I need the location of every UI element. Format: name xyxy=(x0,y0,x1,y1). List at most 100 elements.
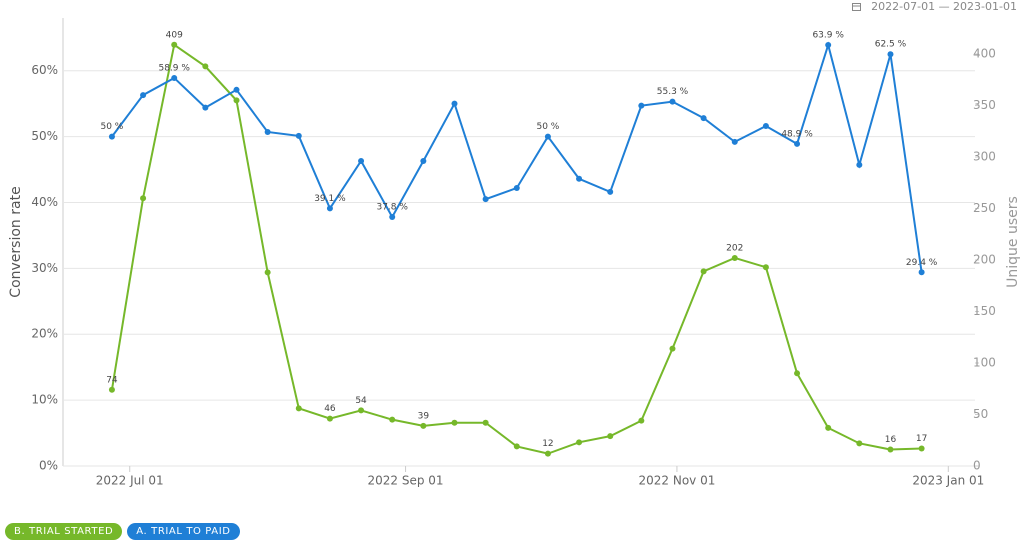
y2-tick-label: 400 xyxy=(973,47,996,61)
data-point xyxy=(576,439,583,446)
data-point xyxy=(451,419,458,426)
data-point xyxy=(358,407,365,414)
value-label: 39.1 % xyxy=(314,194,346,204)
data-point xyxy=(607,433,614,440)
y-tick-label: 30% xyxy=(31,261,58,275)
data-point xyxy=(794,140,801,147)
data-point xyxy=(171,41,178,48)
x-tick-label: 2022 Sep 01 xyxy=(368,474,444,488)
data-point xyxy=(576,175,583,182)
data-point xyxy=(825,42,832,49)
y-tick-label: 20% xyxy=(31,327,58,341)
series-line xyxy=(111,41,923,273)
y-tick-label: 0% xyxy=(39,459,58,473)
data-point xyxy=(856,440,863,447)
data-point xyxy=(887,446,894,453)
value-label: 12 xyxy=(542,439,553,449)
value-label: 55.3 % xyxy=(657,87,689,97)
data-point xyxy=(544,450,551,457)
x-tick-label: 2023 Jan 01 xyxy=(912,474,984,488)
data-point xyxy=(420,157,427,164)
data-point xyxy=(513,184,520,191)
data-point xyxy=(918,269,925,276)
value-label: 54 xyxy=(355,396,367,406)
y2-tick-label: 350 xyxy=(973,98,996,112)
y2-tick-label: 250 xyxy=(973,201,996,215)
value-label: 409 xyxy=(166,30,183,40)
data-point xyxy=(233,86,240,93)
data-point xyxy=(295,132,302,139)
legend: B. TRIAL STARTED A. TRIAL TO PAID xyxy=(5,523,240,540)
y2-tick-label: 0 xyxy=(973,459,981,473)
data-point xyxy=(794,370,801,377)
x-tick-label: 2022 Jul 01 xyxy=(96,474,164,488)
date-range-text: 2022-07-01 — 2023-01-01 xyxy=(871,0,1017,13)
data-point xyxy=(607,188,614,195)
y-tick-label: 50% xyxy=(31,129,58,143)
value-label: 74 xyxy=(106,375,118,385)
y2-tick-label: 150 xyxy=(973,304,996,318)
value-label: 48.9 % xyxy=(781,129,813,139)
data-point xyxy=(762,264,769,271)
data-point xyxy=(825,424,832,431)
data-point xyxy=(887,51,894,58)
data-point xyxy=(669,98,676,105)
calendar-icon xyxy=(852,3,862,11)
series-line xyxy=(110,43,922,455)
legend-item[interactable]: A. TRIAL TO PAID xyxy=(127,523,240,540)
data-point xyxy=(918,445,925,452)
value-label: 17 xyxy=(916,434,927,444)
date-range[interactable]: 2022-07-01 — 2023-01-01 xyxy=(852,0,1017,13)
value-label: 50 % xyxy=(100,122,123,132)
data-point xyxy=(264,128,271,135)
data-point xyxy=(482,196,489,203)
data-point xyxy=(669,345,676,352)
value-label: 50 % xyxy=(536,122,559,132)
data-point xyxy=(762,123,769,130)
data-point xyxy=(544,133,551,140)
data-point xyxy=(638,417,645,424)
data-point xyxy=(264,269,271,276)
data-point xyxy=(358,157,365,164)
y2-tick-label: 200 xyxy=(973,253,996,267)
y2-tick-label: 100 xyxy=(973,356,996,370)
data-point xyxy=(108,386,115,393)
data-point xyxy=(171,74,178,81)
value-label: 37.8 % xyxy=(376,202,408,212)
data-point xyxy=(326,415,333,422)
data-point xyxy=(856,161,863,168)
data-point xyxy=(233,97,240,104)
value-label: 46 xyxy=(324,404,336,414)
data-point xyxy=(140,195,147,202)
data-point xyxy=(638,102,645,109)
data-point xyxy=(389,416,396,423)
legend-item[interactable]: B. TRIAL STARTED xyxy=(5,523,123,540)
data-point xyxy=(451,100,458,107)
value-label: 202 xyxy=(726,243,743,253)
data-point xyxy=(482,419,489,426)
data-point xyxy=(700,115,707,122)
data-point xyxy=(700,268,707,275)
y2-tick-label: 300 xyxy=(973,150,996,164)
data-point xyxy=(202,63,209,70)
data-point xyxy=(140,92,147,99)
data-point xyxy=(513,443,520,450)
y-tick-label: 60% xyxy=(31,63,58,77)
value-label: 39 xyxy=(418,411,430,421)
y2-axis-title: Unique users xyxy=(1005,196,1021,288)
y2-tick-label: 50 xyxy=(973,407,988,421)
data-point xyxy=(295,405,302,412)
y-tick-label: 10% xyxy=(31,393,58,407)
data-point xyxy=(420,422,427,429)
data-point xyxy=(731,138,738,145)
data-point xyxy=(731,254,738,261)
data-point xyxy=(389,213,396,220)
value-label: 29.4 % xyxy=(906,258,938,268)
value-label: 62.5 % xyxy=(875,40,907,50)
data-point xyxy=(202,104,209,111)
value-label: 63.9 % xyxy=(812,31,844,41)
data-point xyxy=(326,205,333,212)
chart: Conversion rate Unique users 0% 10% 20% 30%… xyxy=(8,18,1021,488)
x-tick-label: 2022 Nov 01 xyxy=(639,474,716,488)
